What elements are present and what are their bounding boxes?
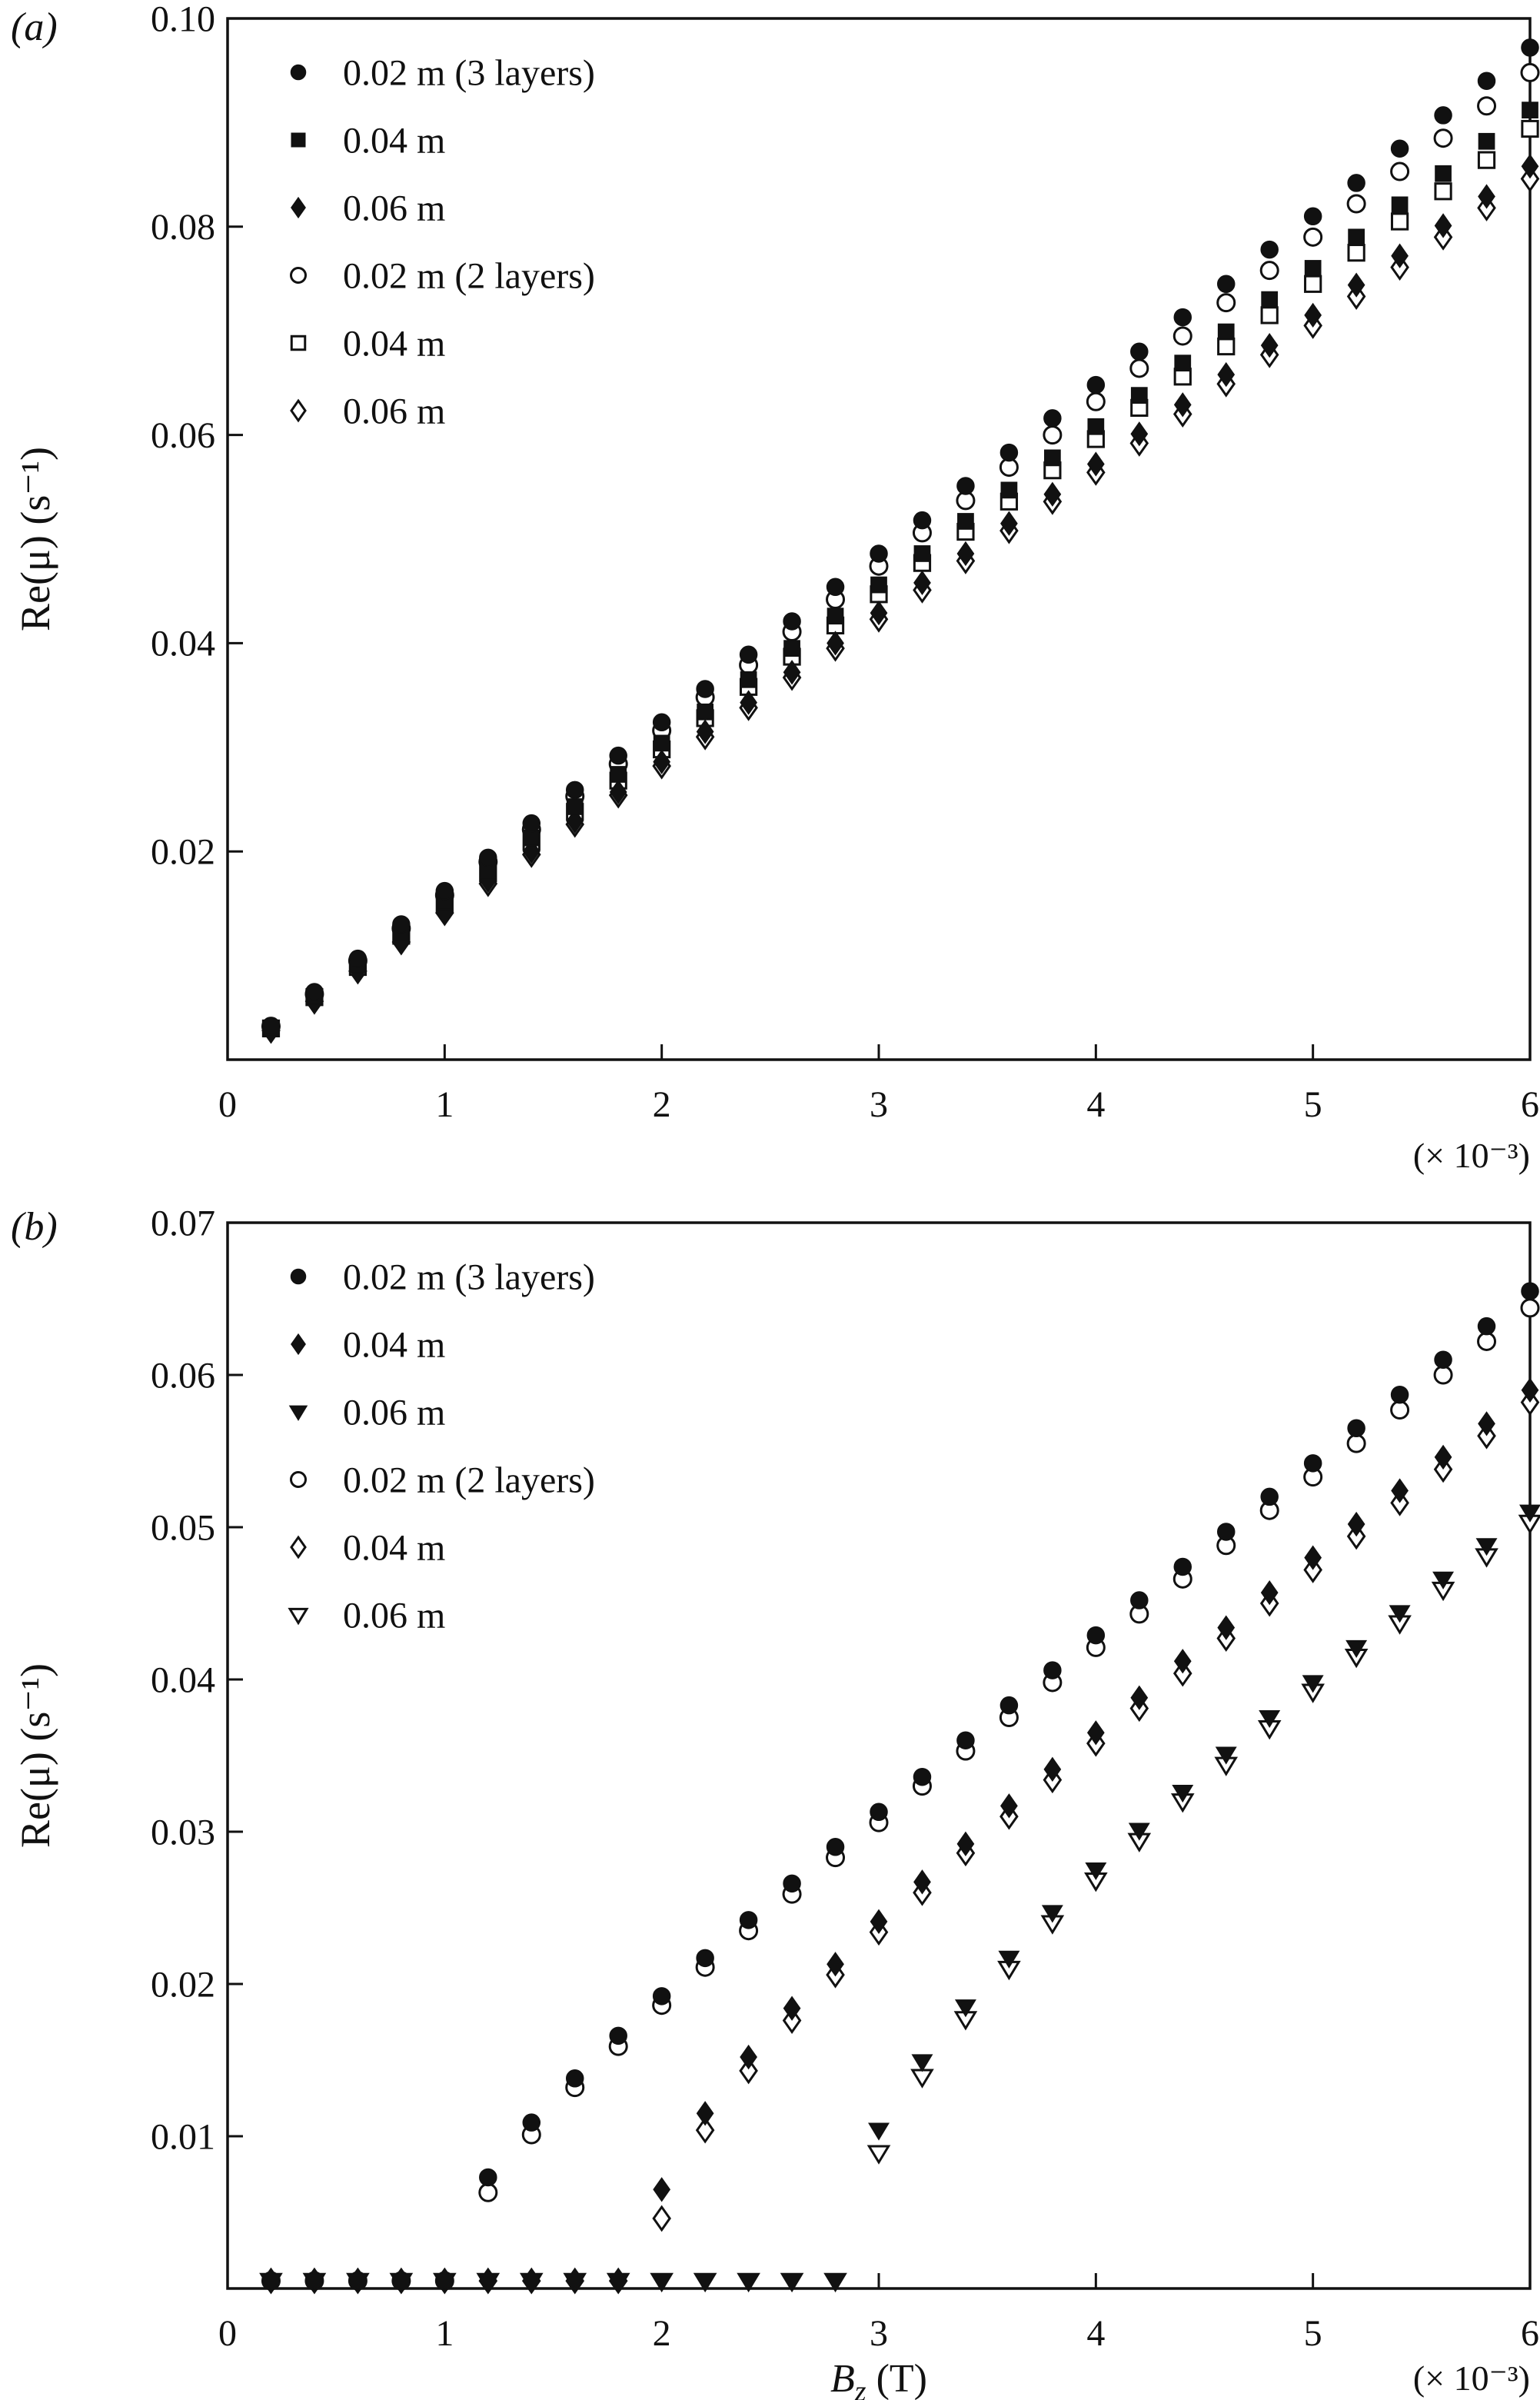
- legend-label: 0.02 m (2 layers): [343, 1460, 595, 1500]
- legend-label: 0.02 m (3 layers): [343, 1257, 595, 1297]
- legend: 0.02 m (3 layers) 0.04 m 0.06 m 0.02 m (2 l…: [290, 52, 595, 431]
- x-tick-label: 2: [653, 1084, 671, 1125]
- x-tick-label: 1: [435, 1084, 454, 1125]
- chart-panel-a: 0 1 2 3 4 5 6 0.02 0.04 0.06 0.08 0.10 0.02 m (3 lay…: [12, 0, 1540, 1175]
- y-tick-label: 0.04: [151, 624, 215, 664]
- y-tick-label: 0.06: [151, 415, 215, 456]
- chart-panel-b: 0 1 2 3 4 5 6 0.01 0.02 0.03 0.04 0.05 0.06 0.07 0.02 …: [0, 1200, 1540, 2400]
- legend-label: 0.04 m: [343, 1324, 445, 1365]
- x-tick-label: 4: [1086, 1084, 1105, 1125]
- x-tick-label: 6: [1521, 2313, 1539, 2354]
- x-tick-label: 1: [435, 2313, 454, 2354]
- panel-a: (a) 0 1 2 3 4 5 6 0.02 0.04 0.06 0.08 0.10 0.02 m (3…: [11, 0, 1540, 1175]
- series-circle-filled: [261, 1282, 1539, 2290]
- panel-b-letter: (b): [11, 1205, 58, 1249]
- y-tick-label: 0.08: [151, 207, 215, 248]
- legend-label: 0.04 m: [343, 1527, 445, 1568]
- legend-label: 0.04 m: [343, 323, 445, 364]
- x-tick-label: 3: [870, 2313, 888, 2354]
- series-diamond-filled: [262, 154, 1539, 1042]
- y-tick-label: 0.02: [151, 1964, 215, 2005]
- y-tick-label: 0.10: [151, 0, 215, 39]
- y-tick-label: 0.07: [151, 1203, 215, 1243]
- y-tick-label: 0.02: [151, 832, 215, 873]
- y-axis-label: Re(μ) (s⁻¹): [12, 1663, 58, 1848]
- legend: 0.02 m (3 layers) 0.04 m 0.06 m 0.02 m (2 l…: [288, 1257, 595, 1636]
- series-triangle-down-filled: [260, 1504, 1540, 2292]
- y-tick-label: 0.03: [151, 1812, 215, 1852]
- x-tick-label: 6: [1521, 1084, 1539, 1125]
- legend-label: 0.02 m (3 layers): [343, 52, 595, 93]
- legend-label: 0.06 m: [343, 1595, 445, 1636]
- x-tick-label: 0: [218, 1084, 237, 1125]
- panel-a-letter: (a): [11, 5, 58, 49]
- y-tick-label: 0.05: [151, 1507, 215, 1548]
- y-tick-label: 0.06: [151, 1355, 215, 1396]
- x-tick-label: 3: [870, 1084, 888, 1125]
- x-tick-label: 5: [1304, 1084, 1322, 1125]
- legend-label: 0.06 m: [343, 1392, 445, 1433]
- x-tick-label: 2: [653, 2313, 671, 2354]
- x-scale-label: (× 10⁻³): [1413, 2358, 1530, 2398]
- x-tick-label: 0: [218, 2313, 237, 2354]
- panel-a-plot-area: 0 1 2 3 4 5 6 0.02 0.04 0.06 0.08 0.10 0.02 m (3 lay…: [12, 0, 1540, 1175]
- legend-label: 0.06 m: [343, 188, 445, 228]
- legend-label: 0.04 m: [343, 120, 445, 161]
- y-tick-label: 0.04: [151, 1659, 215, 1700]
- series-circle-filled: [261, 38, 1539, 1036]
- x-scale-label: (× 10⁻³): [1413, 1136, 1530, 1175]
- x-tick-label: 5: [1304, 2313, 1322, 2354]
- legend-label: 0.02 m (2 layers): [343, 255, 595, 296]
- y-tick-label: 0.01: [151, 2116, 215, 2157]
- x-axis-label: Bz (T): [830, 2357, 927, 2400]
- legend-label: 0.06 m: [343, 391, 445, 431]
- panel-b: (b) 0 1 2 3 4 5 6 0.01 0.02 0.03 0.04 0.05 0.06 0.07 0…: [0, 1200, 1540, 2400]
- x-tick-label: 4: [1086, 2313, 1105, 2354]
- y-axis-label: Re(μ) (s⁻¹): [12, 447, 58, 631]
- panel-b-plot-area: 0 1 2 3 4 5 6 0.01 0.02 0.03 0.04 0.05 0.06 0.07 0.02 …: [0, 1200, 1540, 2400]
